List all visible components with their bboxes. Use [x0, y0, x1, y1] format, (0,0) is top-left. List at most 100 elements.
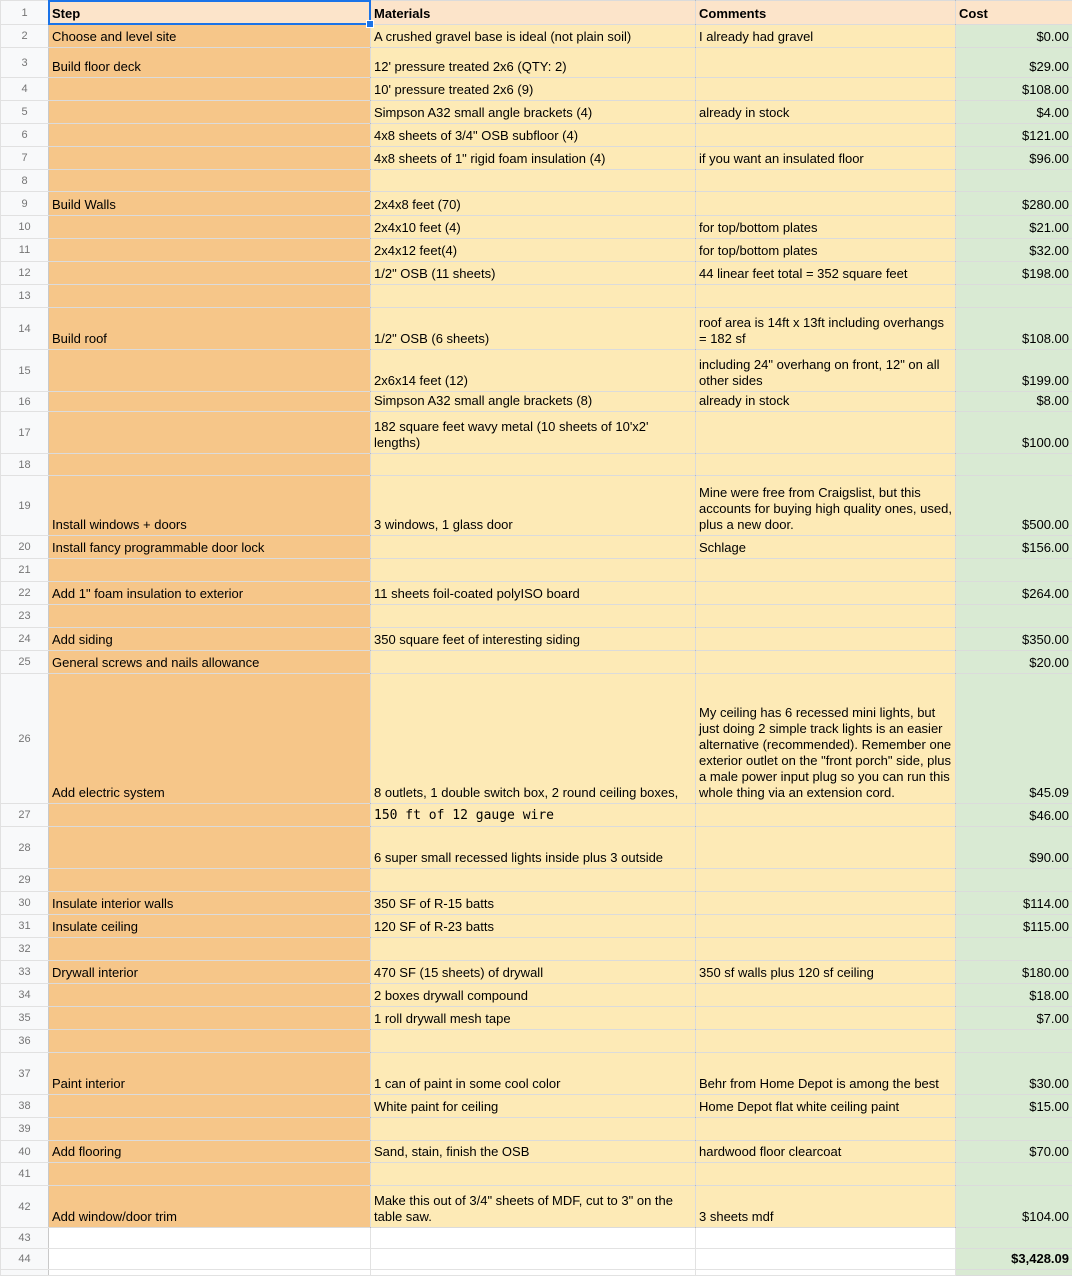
row-number[interactable]: 32 [1, 938, 49, 961]
materials-cell[interactable]: 6 super small recessed lights inside plu… [371, 827, 696, 869]
cost-cell[interactable] [956, 1163, 1072, 1186]
step-cell[interactable] [49, 804, 371, 827]
step-cell[interactable]: Build roof [49, 308, 371, 350]
cost-cell[interactable]: $180.00 [956, 961, 1072, 984]
cost-cell[interactable] [956, 1228, 1072, 1249]
step-cell[interactable]: Install fancy programmable door lock [49, 536, 371, 559]
row-number[interactable]: 1 [1, 1, 49, 25]
row-number[interactable]: 38 [1, 1095, 49, 1118]
cost-cell[interactable] [956, 454, 1072, 476]
materials-cell[interactable]: 2 boxes drywall compound [371, 984, 696, 1007]
materials-cell[interactable]: Make this out of 3/4" sheets of MDF, cut… [371, 1186, 696, 1228]
materials-cell[interactable]: 11 sheets foil-coated polyISO board [371, 582, 696, 605]
step-cell[interactable] [49, 285, 371, 308]
cost-cell[interactable]: $156.00 [956, 536, 1072, 559]
comments-cell[interactable]: My ceiling has 6 recessed mini lights, b… [696, 674, 956, 804]
materials-cell[interactable]: 2x4x10 feet (4) [371, 216, 696, 239]
step-cell[interactable] [49, 1118, 371, 1141]
comments-cell[interactable]: I already had gravel [696, 25, 956, 48]
step-cell[interactable]: Drywall interior [49, 961, 371, 984]
cost-cell[interactable]: $199.00 [956, 350, 1072, 392]
cost-cell[interactable]: $280.00 [956, 192, 1072, 216]
step-cell[interactable] [49, 1249, 371, 1270]
step-cell[interactable] [49, 147, 371, 170]
step-cell[interactable] [49, 350, 371, 392]
comments-cell[interactable] [696, 605, 956, 628]
row-number[interactable]: 44 [1, 1249, 49, 1270]
cost-cell[interactable]: $7.00 [956, 1007, 1072, 1030]
row-number[interactable]: 13 [1, 285, 49, 308]
row-number[interactable]: 17 [1, 412, 49, 454]
row-number[interactable]: 5 [1, 101, 49, 124]
step-cell[interactable]: Add electric system [49, 674, 371, 804]
step-cell[interactable]: Install windows + doors [49, 476, 371, 536]
cost-cell[interactable]: $21.00 [956, 216, 1072, 239]
row-number[interactable]: 43 [1, 1228, 49, 1249]
cost-cell[interactable]: $46.00 [956, 804, 1072, 827]
cost-header-cell[interactable]: Cost [956, 1, 1072, 25]
row-number[interactable]: 25 [1, 651, 49, 674]
row-number[interactable]: 6 [1, 124, 49, 147]
comments-cell[interactable] [696, 285, 956, 308]
comments-cell[interactable]: if you want an insulated floor [696, 147, 956, 170]
step-cell[interactable] [49, 1030, 371, 1053]
row-number[interactable]: 31 [1, 915, 49, 938]
cost-cell[interactable]: $100.00 [956, 412, 1072, 454]
comments-cell[interactable]: already in stock [696, 392, 956, 412]
row-number[interactable]: 11 [1, 239, 49, 262]
cost-cell[interactable]: $70.00 [956, 1141, 1072, 1163]
cost-cell[interactable]: $29.00 [956, 48, 1072, 78]
comments-header-cell[interactable]: Comments [696, 1, 956, 25]
step-cell[interactable] [49, 559, 371, 582]
comments-cell[interactable] [696, 582, 956, 605]
comments-cell[interactable] [696, 412, 956, 454]
step-cell[interactable] [49, 262, 371, 285]
materials-cell[interactable] [371, 1030, 696, 1053]
row-number[interactable]: 39 [1, 1118, 49, 1141]
materials-cell[interactable]: 4x8 sheets of 1" rigid foam insulation (… [371, 147, 696, 170]
row-number[interactable]: 33 [1, 961, 49, 984]
comments-cell[interactable] [696, 1030, 956, 1053]
cost-cell[interactable]: $198.00 [956, 262, 1072, 285]
materials-cell[interactable] [371, 651, 696, 674]
row-number[interactable]: 34 [1, 984, 49, 1007]
materials-cell[interactable]: A crushed gravel base is ideal (not plai… [371, 25, 696, 48]
materials-cell[interactable]: 470 SF (15 sheets) of drywall [371, 961, 696, 984]
materials-cell[interactable]: 150 ft of 12 gauge wire [371, 804, 696, 827]
step-cell[interactable] [49, 412, 371, 454]
cost-cell[interactable]: $32.00 [956, 239, 1072, 262]
row-number[interactable]: 23 [1, 605, 49, 628]
row-number[interactable]: 24 [1, 628, 49, 651]
cost-cell[interactable]: $121.00 [956, 124, 1072, 147]
step-cell[interactable]: Add window/door trim [49, 1186, 371, 1228]
row-number[interactable]: 8 [1, 170, 49, 192]
row-number[interactable]: 26 [1, 674, 49, 804]
step-cell[interactable]: Add flooring [49, 1141, 371, 1163]
step-cell[interactable] [49, 1228, 371, 1249]
comments-cell[interactable] [696, 559, 956, 582]
comments-cell[interactable]: 350 sf walls plus 120 sf ceiling [696, 961, 956, 984]
materials-cell[interactable]: 10' pressure treated 2x6 (9) [371, 78, 696, 101]
comments-cell[interactable] [696, 1163, 956, 1186]
materials-cell[interactable]: 2x6x14 feet (12) [371, 350, 696, 392]
materials-cell[interactable] [371, 605, 696, 628]
materials-cell[interactable]: 4x8 sheets of 3/4" OSB subfloor (4) [371, 124, 696, 147]
materials-cell[interactable] [371, 454, 696, 476]
step-cell[interactable] [49, 984, 371, 1007]
cost-cell[interactable]: $90.00 [956, 827, 1072, 869]
row-number[interactable]: 2 [1, 25, 49, 48]
row-number[interactable]: 10 [1, 216, 49, 239]
cost-cell[interactable]: $108.00 [956, 78, 1072, 101]
step-cell[interactable]: Add siding [49, 628, 371, 651]
cost-cell[interactable]: $108.00 [956, 308, 1072, 350]
materials-cell[interactable]: 1 can of paint in some cool color [371, 1053, 696, 1095]
cost-cell[interactable]: $45.09 [956, 674, 1072, 804]
row-number[interactable]: 12 [1, 262, 49, 285]
cost-cell[interactable]: $8.00 [956, 392, 1072, 412]
materials-header-cell[interactable]: Materials [371, 1, 696, 25]
comments-cell[interactable]: Behr from Home Depot is among the best [696, 1053, 956, 1095]
cost-cell[interactable]: $114.00 [956, 892, 1072, 915]
materials-cell[interactable] [371, 1118, 696, 1141]
row-number[interactable]: 41 [1, 1163, 49, 1186]
materials-cell[interactable]: 350 square feet of interesting siding [371, 628, 696, 651]
